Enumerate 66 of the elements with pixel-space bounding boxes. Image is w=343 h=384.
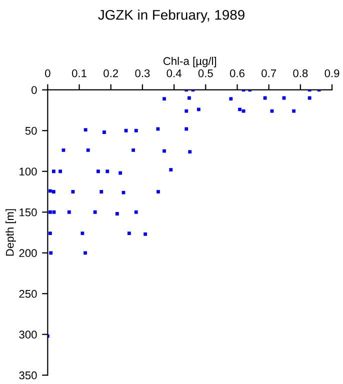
x-tick-label: 0.8	[293, 69, 308, 78]
point	[49, 251, 53, 255]
x-tick-label: 0	[45, 69, 50, 78]
y-tick-label: 250	[19, 290, 37, 298]
point	[124, 128, 128, 132]
point	[84, 251, 87, 255]
point	[270, 109, 274, 113]
point	[102, 130, 106, 134]
y-tick-label: 200	[19, 249, 37, 258]
point	[48, 232, 52, 236]
point	[127, 232, 131, 236]
point	[84, 128, 88, 132]
point	[144, 232, 148, 236]
point	[162, 97, 166, 101]
point	[169, 168, 173, 172]
point	[58, 170, 62, 174]
x-tick-label: 0.1	[72, 69, 86, 78]
point	[93, 210, 97, 214]
point	[122, 190, 126, 194]
point	[162, 149, 166, 153]
point	[100, 190, 104, 194]
x-tick-label: 0.4	[166, 69, 182, 78]
point	[188, 150, 192, 154]
point	[96, 170, 100, 174]
y-axis-title: Depth [m]	[6, 209, 16, 256]
point	[156, 190, 160, 194]
point	[48, 189, 52, 193]
point	[86, 148, 90, 152]
y-tick-label: 50	[25, 126, 37, 135]
x-tick-label: 0.5	[198, 69, 213, 78]
point	[242, 109, 246, 113]
point	[48, 210, 52, 214]
point	[52, 210, 56, 214]
point	[229, 97, 233, 101]
point	[52, 190, 56, 194]
x-tick-label: 0.3	[135, 69, 150, 78]
point	[156, 127, 160, 131]
x-tick-label: 0.6	[230, 69, 244, 78]
point	[132, 148, 135, 152]
point	[238, 108, 242, 112]
point	[184, 127, 188, 131]
point	[308, 96, 312, 100]
y-tick-label: 0	[32, 86, 37, 94]
point	[62, 148, 66, 152]
x-tick-label: 0.2	[104, 69, 118, 78]
point	[52, 170, 56, 174]
y-tick-label: 150	[20, 208, 37, 216]
x-tick-label: 0.7	[262, 69, 276, 78]
x-tick-label: 0.9	[324, 69, 340, 78]
point	[292, 109, 296, 113]
point	[67, 210, 71, 214]
y-tick-label: 350	[19, 371, 37, 380]
point	[196, 108, 200, 112]
point	[118, 171, 122, 175]
point	[106, 170, 110, 174]
x-axis-title: Chl-a [µg/l]	[163, 56, 216, 68]
point	[115, 212, 119, 216]
point	[188, 96, 191, 100]
point	[71, 190, 75, 194]
y-tick-label: 100	[20, 168, 37, 176]
chart-title: JGZK in February, 1989	[98, 10, 244, 23]
y-tick-label: 300	[19, 330, 37, 339]
point	[184, 109, 188, 113]
point	[80, 232, 84, 236]
point	[134, 128, 138, 132]
point	[134, 210, 138, 214]
